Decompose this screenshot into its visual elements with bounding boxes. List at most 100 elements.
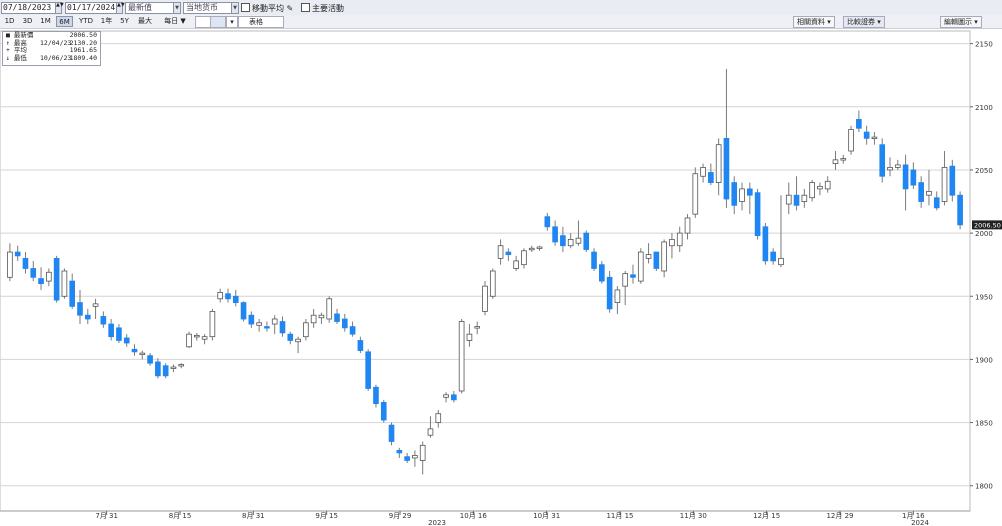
period-button[interactable]: 3D <box>22 17 33 25</box>
candle-down <box>918 182 924 202</box>
period-button[interactable]: 最大 <box>138 17 152 25</box>
candle-down <box>754 192 761 237</box>
candle-down <box>341 318 348 329</box>
candle-up <box>528 247 535 251</box>
candle-up <box>178 364 185 367</box>
frequency-dropdown[interactable]: 每日 ▼ <box>164 17 186 25</box>
moving-average-label: 移動平均 <box>252 4 284 13</box>
y-axis: 1800 1850 1900 1950 2000 2050 2100 2150 <box>970 41 993 491</box>
chevron-down-icon[interactable]: ▼ <box>231 3 238 13</box>
candle-down <box>38 278 44 285</box>
chevron-down-icon[interactable]: ▾ <box>226 16 238 28</box>
candle-down <box>232 295 239 303</box>
candle-down <box>131 348 138 353</box>
candle-up <box>622 273 629 287</box>
period-button[interactable]: YTD <box>79 17 93 25</box>
candle-up <box>139 352 146 356</box>
candle-down <box>552 226 558 243</box>
x-tick-label: 7月 31 <box>95 512 118 520</box>
edit-chart-button[interactable]: 編輯圖示 ▾ <box>940 16 982 28</box>
candle-down <box>770 251 776 262</box>
related-data-label: 相關資料 <box>797 18 825 26</box>
period-button[interactable]: 1D <box>4 17 15 25</box>
candle-down <box>248 314 255 325</box>
related-data-button[interactable]: 相關資料 ▾ <box>793 16 835 28</box>
period-button-active[interactable]: 6M <box>56 16 73 27</box>
candle-up <box>661 241 667 272</box>
candle-up <box>840 158 847 161</box>
key-events-checkbox[interactable]: 主要活動 <box>301 3 344 13</box>
candle-down <box>349 326 356 335</box>
candle-up <box>318 314 325 319</box>
y-tick-label: 2150 <box>975 41 993 49</box>
candle-up <box>256 322 262 326</box>
checkbox-icon[interactable] <box>301 3 310 12</box>
price-type-select[interactable]: 最新值 ▼ <box>125 2 181 14</box>
start-date-field[interactable]: 07/18/2023 <box>1 2 56 14</box>
chart-style-button[interactable] <box>195 16 211 28</box>
candle-down <box>949 165 956 196</box>
candle-down <box>879 144 886 177</box>
gridlines <box>0 30 971 512</box>
candle-up <box>575 237 582 244</box>
pencil-icon[interactable]: ✎ <box>286 4 294 13</box>
toolbar-periods: 1D 3D 1M 6M YTD 1年 5Y 最大 每日 ▼ ▾ 表格 相關資料 … <box>0 15 1002 29</box>
moving-average-checkbox[interactable]: 移動平均 ✎ <box>241 3 293 13</box>
candle-up <box>700 167 706 177</box>
y-tick-label: 1950 <box>975 293 993 301</box>
last-price-tag-box <box>972 220 1002 230</box>
period-button[interactable]: 1M <box>40 17 51 25</box>
candle-down <box>380 401 387 421</box>
candle-up <box>194 335 200 338</box>
candle-up <box>435 413 442 423</box>
checkbox-icon[interactable] <box>241 3 250 12</box>
candle-up <box>427 428 434 436</box>
candle-down <box>544 216 551 228</box>
candle-up <box>310 314 317 324</box>
candle-down <box>708 172 714 183</box>
legend-last-value: 2006.50 <box>69 31 97 39</box>
chevron-down-icon[interactable]: ▼ <box>173 3 180 13</box>
candle-up <box>489 270 496 297</box>
period-button[interactable]: 1年 <box>100 17 113 25</box>
candle-up <box>466 333 473 341</box>
end-date-spinner[interactable]: ▲▼ <box>116 2 125 14</box>
compare-securities-button[interactable]: 比較證券 ▾ <box>843 16 885 28</box>
candle-up <box>715 144 722 183</box>
candle-up <box>941 167 948 202</box>
start-date-spinner[interactable]: ▲▼ <box>55 2 64 14</box>
candle-up <box>326 298 333 320</box>
candlesticks <box>7 68 963 475</box>
candle-up <box>614 289 621 303</box>
candle-up <box>739 188 745 202</box>
candle-down <box>225 293 231 300</box>
currency-select[interactable]: 当地货币 ▼ <box>183 2 239 14</box>
candle-up <box>645 254 652 259</box>
candle-up <box>669 239 675 247</box>
price-chart[interactable]: 1800 1850 1900 1950 2000 2050 2100 2150 7月 31 8月… <box>0 29 1002 526</box>
candle-down <box>451 394 457 401</box>
candle-down <box>653 251 660 269</box>
x-axis: 7月 31 8月 15 8月 31 9月 15 9月 29 10月 16 10月 31 11月… <box>0 510 970 526</box>
candle-up <box>201 336 208 340</box>
plot-frame <box>0 30 971 512</box>
table-button[interactable]: 表格 <box>238 16 284 28</box>
candle-up <box>92 303 99 307</box>
candle-down <box>902 164 909 190</box>
candle-down <box>606 276 613 310</box>
candle-up <box>46 271 52 282</box>
candle-down <box>933 197 940 209</box>
candle-down <box>723 137 730 200</box>
candle-down <box>84 314 91 320</box>
candle-down <box>108 323 114 338</box>
candle-down <box>396 449 403 454</box>
candle-down <box>365 351 371 389</box>
candle-up <box>676 232 683 247</box>
candle-up <box>482 285 488 312</box>
last-price-icon: ■ <box>6 31 10 39</box>
candle-down <box>957 194 963 226</box>
period-button[interactable]: 5Y <box>120 17 129 25</box>
end-date-field[interactable]: 01/17/2024 <box>65 2 118 14</box>
candle-down <box>505 251 512 255</box>
chart-style-button[interactable] <box>210 16 226 28</box>
